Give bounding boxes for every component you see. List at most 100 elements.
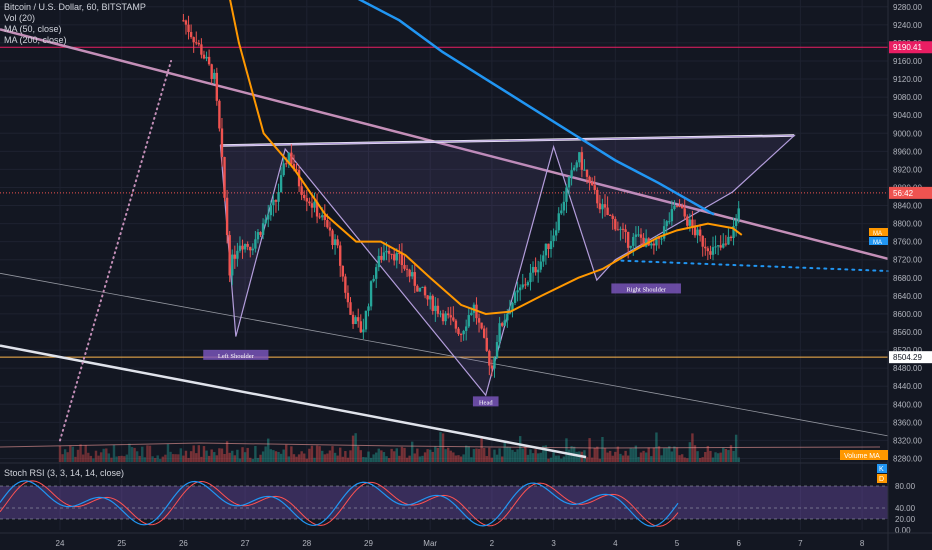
volume-bar — [187, 457, 190, 462]
candle-body — [722, 243, 725, 248]
volume-bar — [686, 458, 689, 462]
candle-body — [346, 292, 350, 303]
candle-body — [354, 317, 357, 325]
price-tick-label: 9240.00 — [893, 21, 922, 30]
resistance-price-tag: 9190.41 — [893, 43, 922, 52]
candle-body — [503, 320, 506, 326]
candle-body — [223, 157, 226, 198]
volume-bar — [171, 454, 175, 462]
candle-body — [716, 245, 720, 247]
volume-bar — [99, 452, 103, 462]
candle-body — [218, 100, 221, 129]
candle-body — [395, 253, 398, 261]
volume-bar — [593, 447, 596, 462]
candle-body — [709, 251, 712, 255]
volume-bar — [588, 438, 591, 462]
volume-bar — [346, 457, 350, 462]
candle-body — [701, 235, 704, 247]
volume-bar — [207, 455, 211, 462]
volume-bar — [223, 453, 226, 462]
candle-body — [562, 201, 566, 211]
volume-bar — [205, 450, 208, 462]
volume-bar — [596, 446, 599, 462]
candle-body — [459, 334, 463, 336]
volume-bar — [647, 447, 650, 462]
volume-bar — [390, 448, 393, 462]
candle-body — [575, 162, 578, 168]
candles — [182, 13, 740, 378]
candle-body — [339, 245, 342, 266]
candle-body — [405, 268, 409, 270]
volume-bar — [557, 455, 560, 462]
volume-bar — [318, 446, 321, 462]
candle-body — [408, 269, 411, 277]
candle-body — [552, 235, 555, 242]
candle-body — [333, 239, 337, 246]
volume-bar — [115, 456, 118, 462]
volume-bar — [495, 454, 499, 462]
volume-bar — [339, 447, 342, 462]
candle-body — [231, 254, 234, 276]
volume-bar — [526, 454, 530, 462]
volume-bar — [393, 451, 396, 462]
candle-body — [241, 245, 244, 250]
volume-bar — [117, 456, 121, 462]
volume-bar — [315, 445, 319, 462]
volume-bar — [626, 455, 630, 462]
candle-body — [727, 236, 730, 245]
volume-bar — [639, 452, 643, 462]
date-tick-label: 26 — [179, 539, 188, 548]
volume-bar — [308, 448, 311, 462]
candle-body — [495, 342, 499, 358]
volume-bar — [554, 455, 558, 462]
volume-bar — [665, 448, 668, 462]
candle-body — [249, 246, 252, 251]
time-axis: 24 25 26 27 28 29 Mar 2 3 4 5 6 7 8 — [56, 539, 865, 548]
descending-trendline — [0, 28, 889, 261]
volume-bar — [562, 456, 566, 462]
candle-body — [670, 209, 674, 222]
candle-body — [305, 198, 308, 202]
candle-body — [704, 246, 707, 249]
volume-bar — [310, 445, 314, 462]
volume-bar — [246, 447, 249, 462]
price-tick-label: 8560.00 — [893, 328, 922, 337]
volume-bar — [696, 451, 699, 462]
candle-body — [675, 205, 679, 207]
volume-bar — [552, 452, 555, 462]
volume-bar — [251, 458, 255, 462]
candle-body — [215, 72, 219, 101]
candle-body — [315, 201, 319, 217]
candle-body — [706, 248, 710, 252]
candle-body — [467, 315, 470, 327]
volume-bar — [197, 445, 201, 462]
candle-body — [531, 266, 535, 273]
volume-bar — [81, 454, 85, 462]
candle-body — [210, 64, 213, 79]
ma-tag: MA — [873, 231, 882, 237]
volume-bar — [477, 448, 481, 462]
ma50-line — [229, 0, 743, 315]
volume-bar — [403, 447, 406, 462]
volume-bar — [344, 451, 347, 462]
volume-bar — [624, 450, 627, 462]
candle-body — [243, 244, 247, 250]
volume-bar — [395, 448, 398, 462]
volume-bar — [423, 452, 427, 462]
volume-bar — [698, 457, 702, 462]
volume-bar — [467, 446, 470, 462]
candle-body — [434, 305, 437, 311]
price-tick-label: 9080.00 — [893, 93, 922, 102]
candle-body — [578, 152, 581, 163]
candle-body — [480, 322, 483, 329]
volume-bar — [650, 456, 653, 462]
volume-bar — [107, 453, 111, 462]
candle-body — [732, 225, 735, 239]
candle-body — [585, 169, 589, 177]
candle-body — [457, 328, 460, 335]
volume-bar — [598, 458, 602, 462]
volume-bar — [331, 446, 334, 462]
volume-bar — [590, 457, 594, 462]
date-tick-label: 2 — [490, 539, 495, 548]
